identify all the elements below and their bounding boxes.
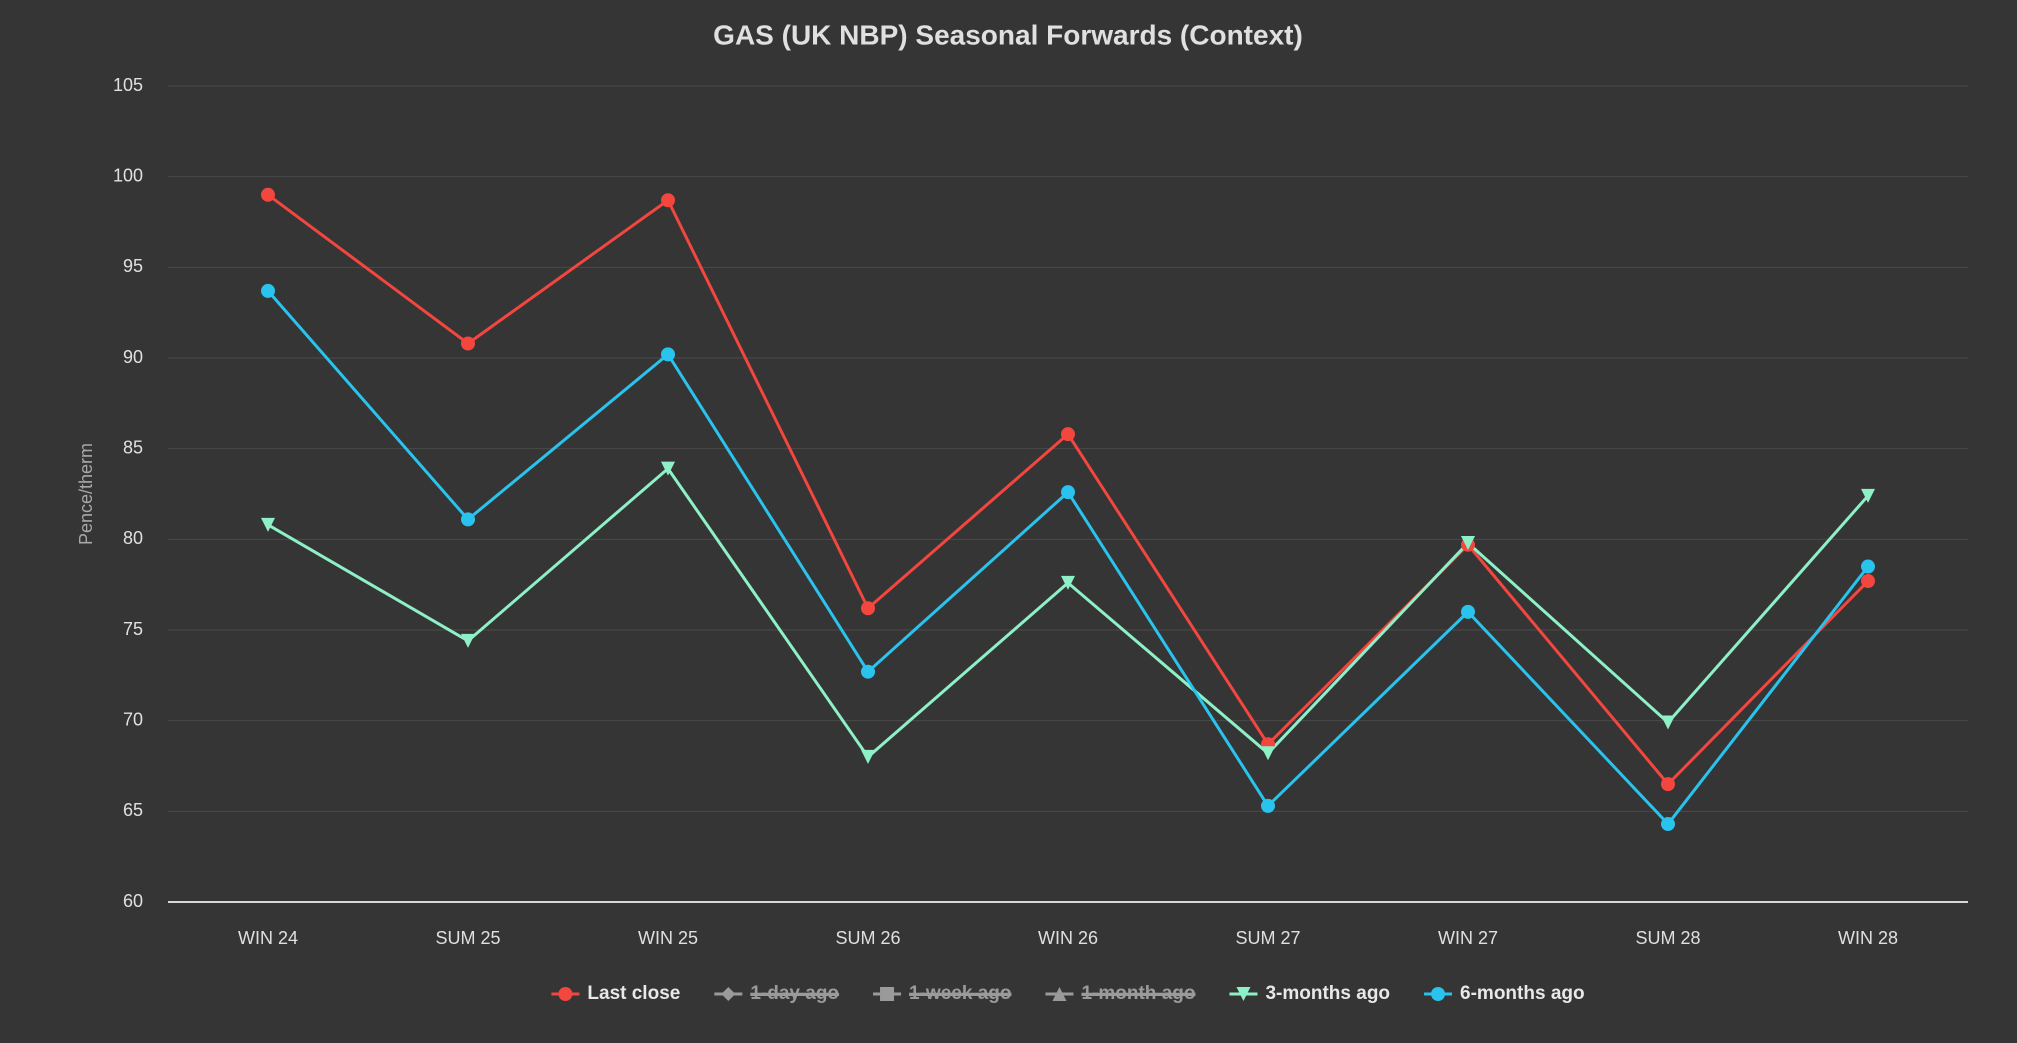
y-tick-label: 90 — [123, 347, 143, 367]
marker — [1061, 575, 1075, 590]
marker — [1661, 777, 1675, 792]
y-tick-label: 100 — [113, 165, 143, 185]
marker — [1431, 987, 1446, 1001]
x-tick-label: WIN 25 — [638, 928, 698, 948]
marker — [461, 512, 475, 527]
marker — [461, 336, 475, 351]
marker — [558, 987, 573, 1001]
legend-item[interactable]: 3-months ago — [1229, 983, 1390, 1004]
marker — [1061, 485, 1075, 500]
marker — [1461, 535, 1475, 550]
y-tick-label: 65 — [123, 800, 143, 820]
legend-label: 1-day ago — [750, 983, 839, 1004]
marker — [861, 601, 875, 616]
marker — [461, 633, 475, 648]
legend-item[interactable]: 1-week ago — [873, 983, 1012, 1004]
marker — [861, 749, 875, 764]
marker — [861, 664, 875, 679]
x-tick-label: SUM 25 — [435, 928, 500, 948]
legend-label: Last close — [587, 983, 680, 1004]
marker — [1261, 798, 1275, 813]
y-tick-label: 70 — [123, 709, 143, 729]
marker — [661, 193, 675, 208]
x-tick-label: WIN 28 — [1838, 928, 1898, 948]
marker — [1261, 746, 1275, 761]
x-tick-label: WIN 27 — [1438, 928, 1498, 948]
legend-label: 1-week ago — [909, 983, 1011, 1004]
marker — [261, 283, 275, 298]
legend-item[interactable]: 6-months ago — [1424, 983, 1585, 1004]
marker — [1052, 987, 1067, 1001]
marker — [1861, 574, 1875, 589]
marker — [1861, 559, 1875, 574]
marker — [1661, 715, 1675, 730]
y-axis-title: Pence/therm — [76, 443, 96, 545]
marker — [1236, 987, 1251, 1001]
x-tick-label: WIN 24 — [238, 928, 298, 948]
legend-label: 6-months ago — [1460, 983, 1585, 1004]
y-tick-label: 60 — [123, 891, 143, 911]
marker — [1061, 427, 1075, 442]
marker — [721, 987, 736, 1001]
marker — [1461, 604, 1475, 619]
legend-label: 1-month ago — [1081, 983, 1195, 1004]
marker — [661, 461, 675, 476]
x-tick-label: SUM 26 — [835, 928, 900, 948]
marker — [1661, 817, 1675, 832]
y-tick-label: 85 — [123, 437, 143, 457]
x-tick-label: WIN 26 — [1038, 928, 1098, 948]
y-tick-label: 105 — [113, 75, 143, 95]
marker — [261, 187, 275, 202]
y-tick-label: 80 — [123, 528, 143, 548]
x-tick-label: SUM 27 — [1235, 928, 1300, 948]
marker — [661, 347, 675, 362]
marker — [880, 987, 895, 1001]
chart-title: GAS (UK NBP) Seasonal Forwards (Context) — [713, 19, 1303, 50]
x-tick-label: SUM 28 — [1635, 928, 1700, 948]
legend-item[interactable]: 1-day ago — [714, 983, 840, 1004]
legend-item[interactable]: Last close — [551, 983, 680, 1004]
y-tick-label: 95 — [123, 256, 143, 276]
marker — [261, 517, 275, 532]
marker — [1861, 488, 1875, 503]
y-tick-label: 75 — [123, 619, 143, 639]
legend-item[interactable]: 1-month ago — [1045, 983, 1196, 1004]
legend-label: 3-months ago — [1265, 983, 1390, 1004]
